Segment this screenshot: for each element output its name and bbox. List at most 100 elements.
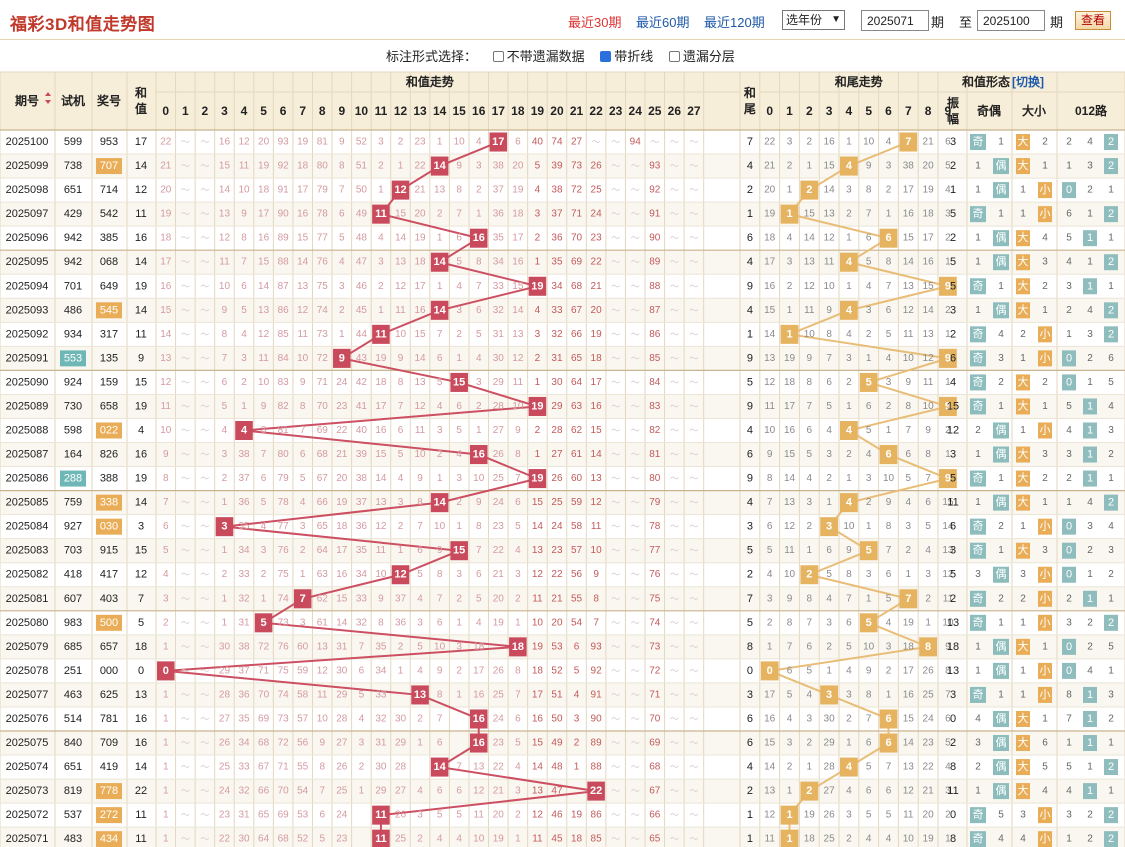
sum-miss-cell: 18: [512, 209, 524, 220]
sum-miss-tilde: ～: [689, 426, 698, 436]
option-with-line[interactable]: 带折线: [600, 49, 653, 64]
sum-cell: 14: [135, 497, 147, 509]
parity-miss: 1: [975, 665, 981, 676]
tail-miss-cell: 2: [846, 713, 852, 724]
sum-miss-cell: 10: [434, 641, 446, 652]
sum-cell: 11: [135, 833, 146, 845]
tail-miss-cell: 8: [826, 329, 832, 340]
sum-miss-tilde: ～: [689, 377, 698, 387]
tail-miss-cell: 8: [925, 449, 931, 460]
sum-miss-cell: 3: [339, 281, 345, 292]
sum-miss-cell: 92: [278, 161, 290, 172]
tail-miss-cell: 7: [925, 473, 931, 484]
road-miss: 5: [1108, 377, 1114, 388]
tail-miss-cell: 4: [807, 689, 813, 700]
sum-miss-cell: 67: [317, 473, 329, 484]
year-select[interactable]: 选年份 ▼: [782, 10, 845, 30]
tail-miss-cell: 3: [807, 497, 813, 508]
sum-col-label: 13: [413, 104, 427, 118]
sum-miss-cell: 6: [437, 786, 443, 797]
sum-miss-cell: 5: [535, 161, 541, 172]
sum-miss-cell: 52: [297, 834, 309, 845]
tail-marker-label: 5: [866, 617, 872, 629]
tail-miss-cell: 17: [784, 401, 796, 412]
tail-miss-cell: 1: [945, 377, 951, 388]
size-miss: 2: [1020, 329, 1026, 340]
sum-miss-tilde: ～: [200, 498, 209, 508]
tail-miss-cell: 2: [886, 401, 892, 412]
tail-miss-cell: 5: [945, 738, 951, 749]
tail-miss-cell: 9: [925, 425, 931, 436]
sum-miss-cell: 14: [532, 521, 544, 532]
from-period-input[interactable]: 2025071: [861, 10, 929, 31]
sum-miss-tilde: ～: [611, 305, 620, 315]
sum-miss-cell: 22: [493, 762, 505, 773]
checkbox-no-miss[interactable]: [492, 51, 504, 62]
link-recent-120[interactable]: 最近120期: [704, 15, 765, 30]
size-label: 大: [1018, 471, 1029, 485]
option-no-miss[interactable]: 不带遗漏数据: [492, 49, 585, 64]
parity-miss: 5: [998, 810, 1004, 821]
sum-miss-cell: 32: [375, 713, 387, 724]
link-recent-30[interactable]: 最近30期: [568, 15, 622, 30]
road-marker: [1062, 542, 1076, 559]
tail-marker-label: 0: [767, 665, 773, 677]
sum-miss-cell: 69: [317, 425, 329, 436]
option-miss-layer[interactable]: 遗漏分层: [668, 49, 735, 64]
road-miss: 4: [1087, 497, 1093, 508]
sum-miss-cell: 35: [238, 713, 250, 724]
sum-miss-cell: 13: [434, 185, 446, 196]
tail-miss-cell: 11: [943, 593, 954, 604]
sort-icon: [45, 92, 51, 104]
sum-miss-tilde: ～: [200, 594, 209, 604]
sum-miss-tilde: ～: [631, 690, 640, 700]
road-marker: [1083, 470, 1097, 487]
tail-miss-cell: 3: [886, 161, 892, 172]
tail-miss-cell: 10: [804, 329, 816, 340]
sum-miss-cell: 14: [297, 257, 309, 268]
link-recent-60[interactable]: 最近60期: [636, 15, 690, 30]
sum-cell: 12: [135, 184, 147, 196]
sum-miss-cell: 73: [317, 329, 329, 340]
tail-miss-cell: 6: [787, 665, 793, 676]
checkbox-with-line[interactable]: [600, 51, 612, 62]
tail-miss-cell: 3: [787, 137, 793, 148]
tail-marker-label: 9: [945, 400, 951, 412]
period-cell: 2025100: [6, 136, 49, 148]
tail-miss-cell: 14: [923, 305, 935, 316]
road-label: 2: [1108, 256, 1114, 268]
sum-marker: [333, 348, 351, 368]
amplitude-cell: 15: [947, 400, 959, 412]
sum-miss-cell: 3: [378, 257, 384, 268]
road-marker: [1083, 686, 1097, 703]
parity-label: 偶: [996, 712, 1007, 725]
sum-marker: [509, 637, 527, 657]
checkbox-miss-layer[interactable]: [668, 51, 680, 62]
sum-miss-tilde: ～: [181, 714, 190, 724]
tail-miss-cell: 2: [906, 545, 912, 556]
sum-miss-cell: 60: [571, 473, 583, 484]
tail-miss-cell: 26: [824, 810, 836, 821]
draw-cell: 030: [100, 521, 118, 533]
query-button[interactable]: 查看: [1075, 11, 1111, 30]
option-no-miss-label: 不带遗漏数据: [506, 49, 585, 64]
size-marker: [1038, 807, 1052, 824]
sum-miss-tilde: ～: [670, 546, 679, 556]
sum-miss-cell: 4: [535, 185, 541, 196]
amplitude-cell: 5: [950, 473, 956, 485]
tail-miss-cell: 3: [846, 689, 852, 700]
label-zhi: 至: [959, 15, 973, 30]
to-period-input[interactable]: 2025100: [977, 10, 1045, 31]
sum-miss-cell: 8: [476, 257, 482, 268]
sum-cell: 17: [135, 136, 147, 148]
size-label: 小: [1040, 832, 1051, 845]
sum-miss-cell: 4: [456, 834, 462, 845]
sum-miss-cell: 18: [160, 233, 172, 244]
sum-miss-cell: 8: [398, 377, 404, 388]
sum-miss-cell: 28: [395, 762, 407, 773]
sum-miss-cell: 4: [378, 233, 384, 244]
sum-miss-cell: 4: [476, 617, 482, 628]
road-marker: [1104, 326, 1118, 343]
sum-miss-cell: 26: [219, 738, 231, 749]
tail-miss-cell: 3: [886, 377, 892, 388]
